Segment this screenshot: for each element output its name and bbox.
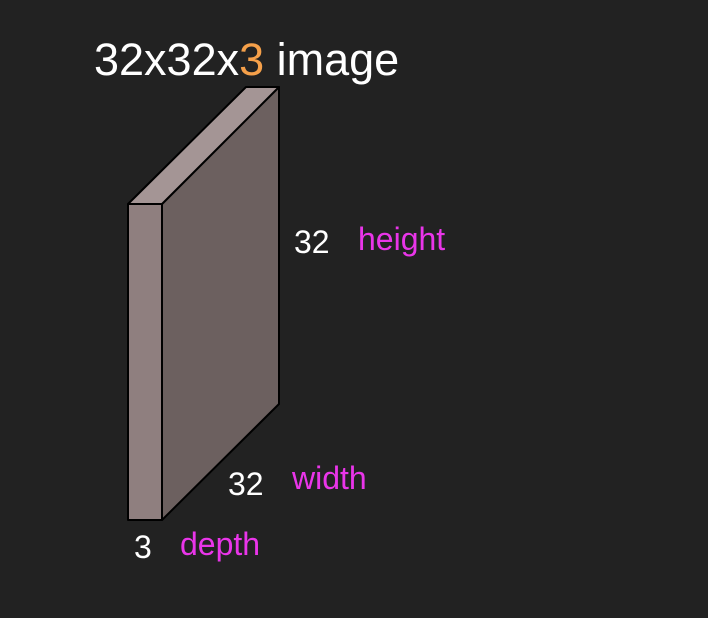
- width-label: width: [292, 460, 367, 496]
- volume-box-front-face: [127, 203, 163, 521]
- diagram-title: 32x32x3 image: [94, 34, 399, 86]
- width-value: 32: [228, 466, 264, 502]
- depth-value: 3: [134, 529, 152, 565]
- depth-label: depth: [180, 526, 261, 562]
- title-prefix: 32x32x: [94, 34, 240, 85]
- title-highlight-depth: 3: [239, 34, 265, 85]
- title-suffix: image: [264, 34, 400, 85]
- height-label: height: [358, 221, 446, 257]
- height-value: 32: [294, 224, 330, 260]
